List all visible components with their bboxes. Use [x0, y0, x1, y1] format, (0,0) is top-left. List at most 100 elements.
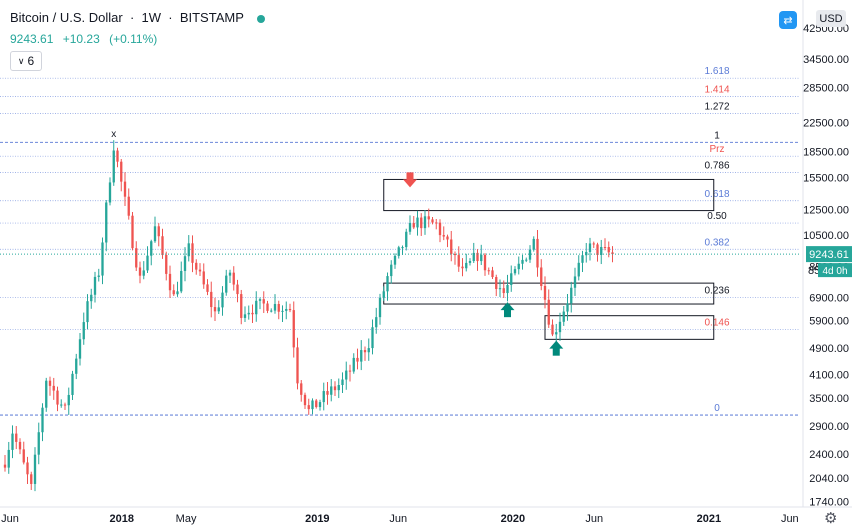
candle-body — [142, 270, 145, 276]
candle-body — [600, 247, 603, 255]
candle-body — [165, 255, 168, 274]
candle-7 — [30, 471, 33, 491]
candle-body — [585, 251, 588, 256]
symbol-name[interactable]: Bitcoin / U.S. Dollar — [10, 10, 123, 25]
candle-24 — [93, 271, 97, 303]
candle-123 — [465, 253, 468, 272]
candle-107 — [405, 228, 408, 251]
y-tick-label-1: 2040.00 — [809, 473, 849, 485]
fib-label-0: 0 — [714, 403, 720, 414]
fib-label-4: 0.50 — [707, 211, 727, 222]
candle-118 — [446, 234, 449, 248]
countdown-tag — [818, 263, 852, 278]
arrow-head — [403, 179, 417, 188]
candle-105 — [397, 245, 400, 259]
candle-body — [138, 267, 142, 276]
x-tick-label-3: 2019 — [305, 513, 329, 525]
candle-20 — [78, 333, 82, 366]
price-summary: 9243.61 +10.23 (+0.11%) — [10, 32, 163, 46]
candle-body — [86, 301, 89, 323]
candle-114 — [431, 217, 434, 225]
candle-body — [352, 357, 355, 372]
candle-28 — [108, 177, 112, 206]
candle-body — [78, 339, 82, 359]
candle-75 — [285, 301, 288, 320]
x-tick-label-6: Jun — [585, 513, 603, 525]
candle-body — [48, 380, 52, 386]
candle-body — [367, 348, 370, 353]
candle-body — [555, 332, 558, 335]
candle-body — [135, 248, 138, 268]
indicators-toggle-button[interactable]: ∨ 6 — [10, 51, 42, 71]
candle-body — [157, 226, 160, 237]
candle-body — [517, 263, 520, 270]
candle-body — [341, 379, 344, 386]
candle-body — [378, 297, 382, 318]
candle-body — [318, 402, 322, 408]
gear-icon[interactable]: ⚙ — [824, 510, 838, 527]
candle-135 — [510, 265, 513, 292]
candle-body — [101, 242, 104, 276]
current-price-label: 9243.61 — [809, 249, 849, 261]
candle-11 — [45, 377, 48, 412]
candle-body — [161, 236, 164, 256]
countdown-label: 4d 0h — [822, 266, 847, 277]
candle-104 — [393, 253, 397, 269]
candle-body — [33, 454, 37, 484]
candle-body — [528, 249, 532, 260]
candle-34 — [131, 212, 134, 251]
candle-151 — [570, 281, 573, 313]
fib-label-8: 1 — [714, 130, 720, 141]
candle-body — [363, 350, 367, 353]
candle-6 — [26, 456, 29, 484]
candle-149 — [562, 305, 565, 326]
candle-body — [577, 262, 580, 277]
candle-body — [390, 264, 393, 277]
candle-156 — [588, 237, 592, 261]
candle-25 — [97, 268, 100, 282]
candle-body — [116, 150, 119, 162]
candle-body — [258, 299, 262, 301]
candle-92 — [348, 364, 352, 382]
candle-16 — [63, 402, 67, 410]
candle-0 — [3, 454, 7, 472]
candle-body — [607, 247, 610, 253]
candle-150 — [566, 293, 569, 321]
candle-103 — [390, 260, 393, 284]
fib-label-2: 0.236 — [704, 285, 729, 296]
candle-35 — [135, 241, 138, 272]
compare-icon[interactable]: ⇄ — [779, 11, 797, 29]
y-tick-label-4: 3500.00 — [809, 393, 849, 405]
candle-70 — [266, 300, 269, 314]
candle-body — [56, 390, 59, 405]
candle-body — [123, 181, 127, 197]
candle-body — [573, 276, 577, 288]
candle-159 — [600, 239, 603, 265]
candle-36 — [138, 261, 142, 284]
candle-body — [67, 394, 70, 406]
candle-body — [450, 239, 453, 254]
candle-body — [386, 276, 389, 292]
candle-body — [15, 433, 18, 442]
candle-body — [41, 407, 44, 433]
candle-94 — [356, 348, 359, 370]
candle-102 — [386, 272, 389, 301]
candle-body — [37, 432, 40, 455]
candle-body — [611, 252, 614, 255]
candle-body — [108, 182, 112, 203]
chart-title: Bitcoin / U.S. Dollar · 1W · BITSTAMP — [10, 10, 266, 25]
chevron-down-icon: ∨ — [17, 55, 25, 66]
candle-body — [506, 284, 509, 294]
last-price: 9243.61 — [10, 32, 54, 46]
candle-body — [521, 259, 524, 264]
candle-body — [322, 391, 325, 403]
candle-74 — [281, 305, 284, 323]
candle-body — [315, 400, 318, 408]
candle-73 — [277, 300, 280, 320]
candle-60 — [228, 269, 232, 283]
interval[interactable]: 1W — [141, 10, 162, 25]
price-change: +10.23 — [62, 32, 100, 46]
candle-120 — [453, 251, 457, 265]
currency-button[interactable]: USD — [816, 10, 846, 27]
